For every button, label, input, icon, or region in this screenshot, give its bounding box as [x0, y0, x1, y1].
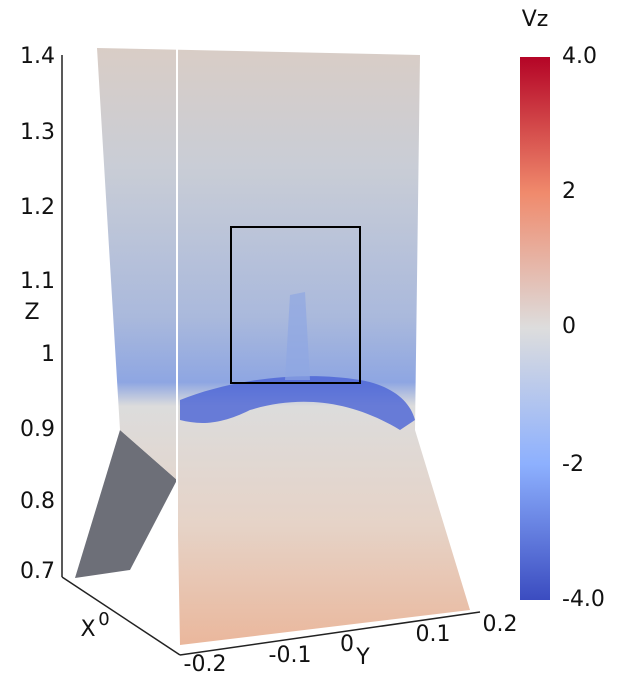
colorbar-label: -4.0: [562, 587, 605, 612]
y-tick-label: -0.2: [184, 652, 227, 677]
y-axis-line: [179, 611, 481, 656]
y-tick-label: 0: [340, 632, 354, 657]
z-tick-label: 1: [41, 342, 55, 367]
colorbar: [520, 57, 550, 600]
y-tick-label: 0.2: [483, 612, 518, 637]
y-ticks: -0.2 -0.1 0 0.1 0.2: [184, 612, 518, 677]
z-tick-label: 1.3: [20, 120, 55, 145]
z-tick-label: 0.8: [20, 489, 55, 514]
side-wall: [75, 430, 177, 578]
surface: [75, 48, 470, 645]
axes: [61, 55, 481, 656]
x-tick-label: 0: [98, 609, 109, 630]
plume: [285, 292, 310, 380]
z-ticks: 1.4 1.3 1.2 1.1 1 0.9 0.8 0.7: [20, 44, 55, 584]
y-tick-label: 0.1: [416, 622, 451, 647]
highlight-box: [230, 226, 361, 384]
z-tick-label: 0.7: [20, 559, 55, 584]
x-axis-line: [61, 576, 181, 656]
z-tick-label: 0.9: [20, 417, 55, 442]
colorbar-label: -2: [562, 452, 584, 477]
z-tick-label: 1.4: [20, 44, 55, 69]
colorbar-label: 0: [562, 314, 576, 339]
z-axis-title: Z: [24, 300, 39, 325]
z-tick-label: 1.1: [20, 269, 55, 294]
y-axis-title: Y: [355, 645, 370, 670]
colorbar-title: Vz: [522, 7, 549, 32]
colorbar-label: 4.0: [562, 44, 597, 69]
colorbar-labels: 4.0 2 0 -2 -4.0: [562, 44, 605, 612]
y-tick-label: -0.1: [269, 643, 312, 668]
blue-band: [180, 376, 415, 430]
x-axis-title: X: [80, 617, 95, 642]
colorbar-label: 2: [562, 179, 576, 204]
z-tick-label: 1.2: [20, 195, 55, 220]
sheet: [97, 48, 470, 645]
